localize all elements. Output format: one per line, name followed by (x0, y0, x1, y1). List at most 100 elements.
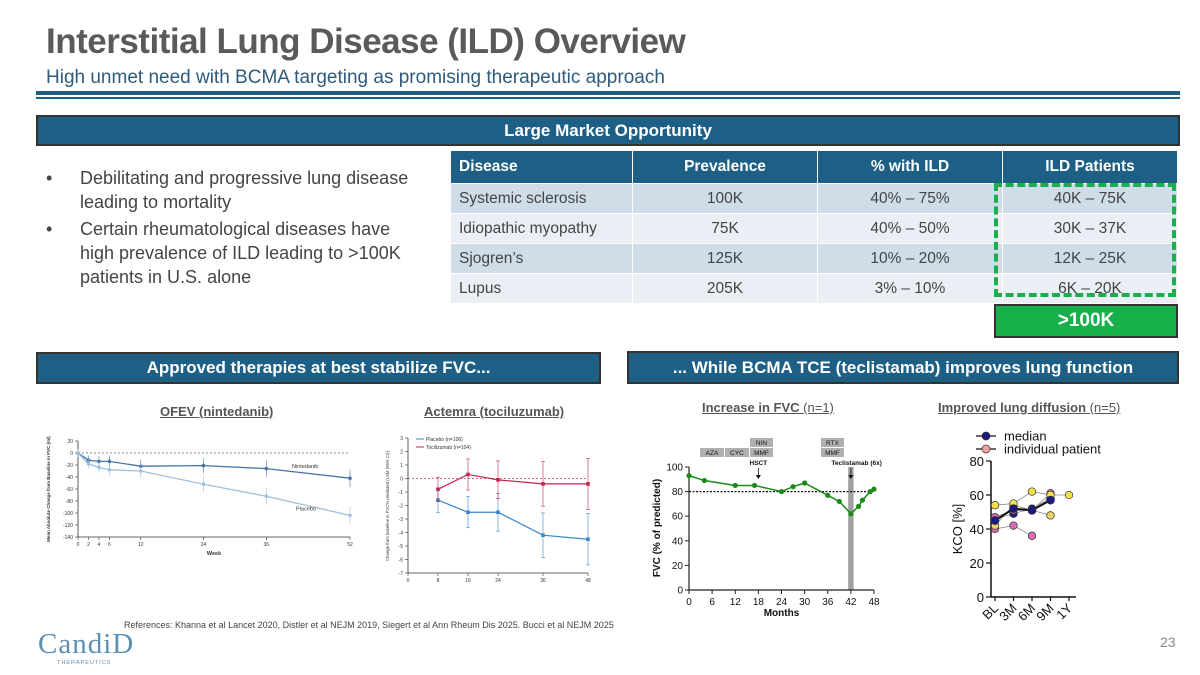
data-point (848, 511, 854, 517)
company-logo-subtitle: THERAPEUTICS (57, 660, 112, 666)
treatment-box (821, 448, 844, 457)
data-point (348, 476, 352, 480)
treatment-label: RTX (826, 440, 840, 447)
data-point (855, 503, 862, 509)
table-header: % with ILD (817, 150, 1003, 184)
data-point (1027, 505, 1037, 515)
x-tick-label: 6 (108, 542, 111, 548)
table-cell: 3% – 10% (817, 273, 1003, 304)
x-tick-label: 24 (776, 597, 788, 608)
x-tick-label: 12 (730, 597, 742, 608)
table-cell: 100K (632, 183, 818, 214)
series-line-5 (994, 498, 1051, 520)
legend-label: median (1004, 429, 1047, 444)
x-axis-label: Week (207, 551, 222, 557)
data-point (496, 510, 500, 515)
data-point (97, 459, 101, 464)
data-point (836, 498, 842, 505)
table-cell: 205K (632, 273, 818, 304)
x-tick-label: 24 (201, 542, 207, 548)
table-cell: Idiopathic myopathy (450, 213, 633, 244)
data-point (201, 463, 206, 468)
data-point (751, 482, 758, 489)
series-line-0 (994, 499, 1051, 522)
data-point (466, 472, 470, 477)
chart-title-kco-note: (n=5) (1089, 400, 1121, 415)
header-rule-thin (36, 97, 1180, 99)
data-point (541, 533, 545, 537)
treatment-box (821, 438, 844, 447)
y-tick-label: -3 (399, 517, 404, 523)
treatment-label: NIN (756, 440, 768, 447)
data-point (1064, 490, 1074, 500)
y-tick-label: -100 (63, 511, 73, 517)
treatment-label: CYC (730, 450, 744, 457)
data-point (802, 480, 808, 486)
x-tick-label: 24 (495, 578, 501, 584)
treatment-label: AZA (706, 450, 719, 457)
series-label: Nintedanib (292, 464, 318, 470)
y-tick-label: 3 (400, 436, 403, 442)
data-point (348, 513, 352, 518)
x-tick-label: 4 (98, 542, 101, 548)
table-header-row: Disease Prevalence % with ILD ILD Patien… (450, 150, 1178, 184)
table-cell: 40% – 75% (817, 183, 1003, 214)
y-tick-label: -120 (63, 523, 73, 529)
page-number: 23 (1160, 634, 1176, 650)
left-panel-banner: Approved therapies at best stabilize FVC… (36, 352, 601, 384)
y-tick-label: 40 (970, 522, 984, 537)
data-point (86, 462, 91, 466)
x-tick-label: 48 (585, 578, 591, 584)
y-tick-label: -20 (66, 463, 73, 469)
right-panel-banner: ... While BCMA TCE (teclistamab) improve… (627, 351, 1179, 384)
fvc-chart: 0 20 40 60 80 100 0 6 12 18 24 30 36 42 48 Months FVC (%… (652, 438, 882, 619)
chart-title-ofev: OFEV (nintedanib) (160, 404, 274, 419)
x-tick-label: 12 (138, 542, 144, 548)
y-tick-label: -60 (66, 487, 73, 493)
y-axis-label: Mean Absolute Change from Baseline in FV… (46, 436, 51, 542)
total-ild-patients: >100K (994, 304, 1178, 338)
y-tick-label: 20 (970, 556, 984, 571)
series-line-1 (437, 473, 588, 490)
x-tick-label: 48 (868, 597, 880, 608)
x-tick-label: 2 (87, 542, 90, 548)
market-table: Disease Prevalence % with ILD ILD Patien… (450, 150, 1178, 304)
y-tick-label: 20 (67, 439, 73, 445)
data-point (790, 484, 796, 490)
y-tick-label: 2 (400, 450, 403, 456)
chart-title-fvc-main: Increase in FVC (702, 400, 800, 415)
data-point (867, 489, 873, 495)
legend-label: Placebo (n=106) (426, 437, 463, 443)
data-point (701, 477, 708, 484)
data-point (871, 486, 877, 492)
ild-patients-highlight (994, 183, 1176, 297)
data-point (496, 478, 500, 482)
table-cell: Lupus (450, 273, 633, 304)
treatment-box (750, 438, 773, 447)
treatment-box (750, 448, 773, 457)
y-tick-label: -40 (66, 475, 73, 481)
y-tick-label: -2 (399, 504, 404, 510)
teclistamab-band (848, 467, 854, 590)
y-tick-label: 80 (672, 487, 684, 498)
table-cell: Sjogren’s (450, 243, 633, 274)
annotation-arrowhead (755, 475, 761, 479)
market-banner: Large Market Opportunity (36, 115, 1180, 146)
market-bullets: Debilitating and progressive lung diseas… (46, 166, 426, 292)
page-subtitle: High unmet need with BCMA targeting as p… (46, 67, 665, 88)
y-tick-label: 0 (677, 586, 683, 597)
x-tick-label: 6 (709, 597, 715, 608)
x-tick-label: 30 (799, 597, 811, 608)
x-tick-label: 42 (845, 597, 857, 608)
data-point (541, 482, 545, 486)
data-point (264, 494, 269, 498)
data-point (990, 516, 1000, 525)
annotation-label: HSCT (750, 460, 768, 467)
data-point (732, 482, 738, 489)
treatment-box (700, 448, 724, 457)
chart-title-fvc-note: (n=1) (803, 400, 834, 415)
y-tick-label: -7 (399, 571, 404, 577)
y-tick-label: 1 (400, 463, 403, 469)
